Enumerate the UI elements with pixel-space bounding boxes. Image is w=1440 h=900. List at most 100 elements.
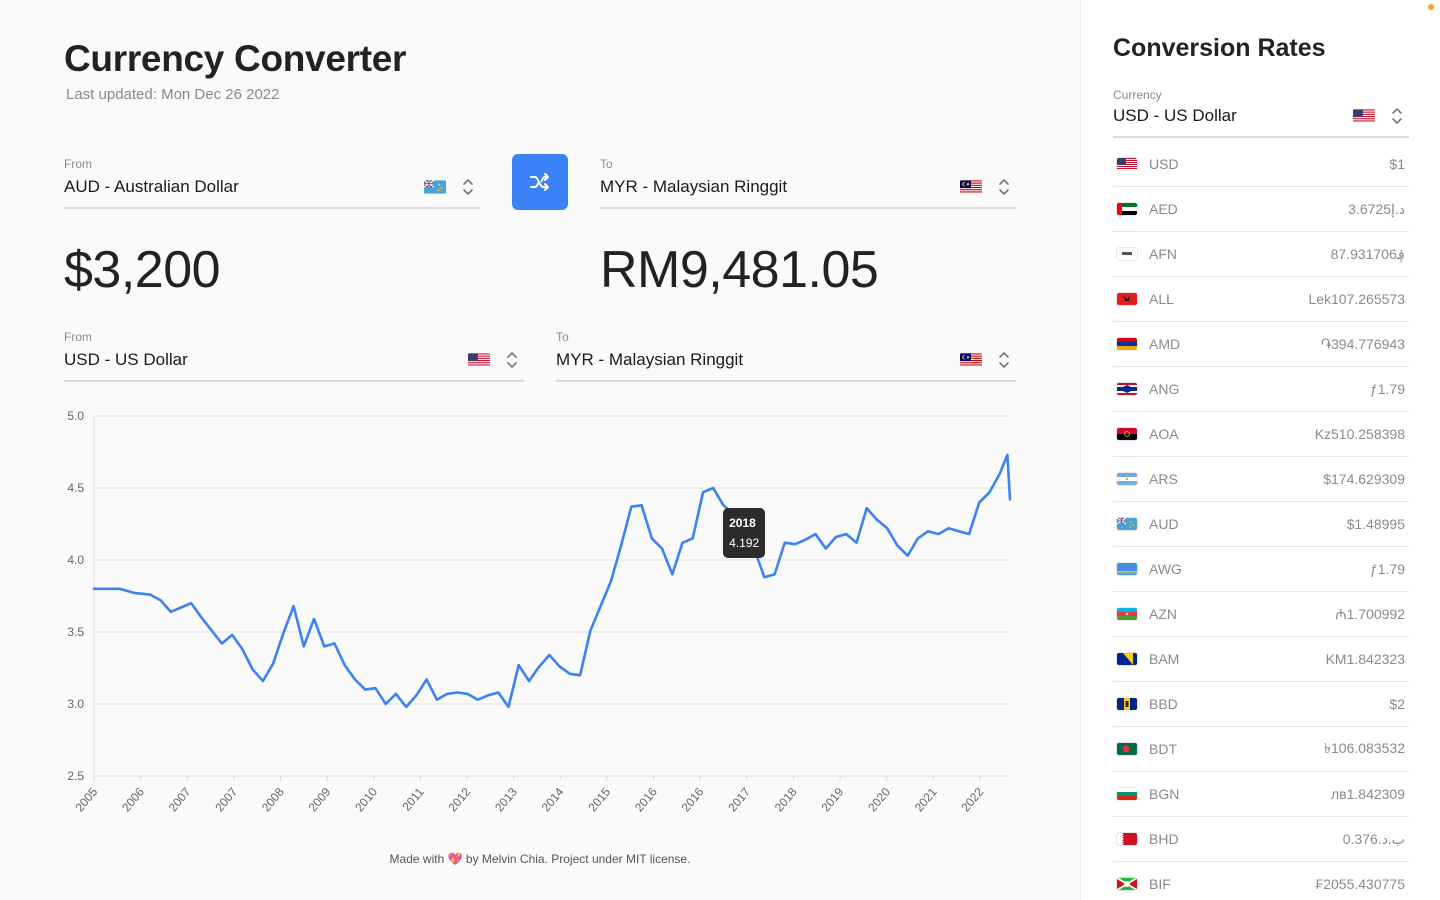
rate-value: $2 xyxy=(1389,696,1405,712)
rate-row: USD $1 xyxy=(1113,142,1409,187)
tooltip-x: 2018 xyxy=(729,516,756,531)
bgn-flag-icon xyxy=(1117,788,1137,800)
bdt-flag-icon xyxy=(1117,743,1137,755)
series-line xyxy=(92,453,1012,709)
history-to-select[interactable]: To MYR - Malaysian Ringgit xyxy=(556,326,1016,382)
aoa-flag-icon xyxy=(1117,428,1137,440)
y-tick-label: 3.0 xyxy=(67,697,84,711)
x-tick-label: 2016 xyxy=(679,785,707,815)
sidebar-currency-value: USD - US Dollar xyxy=(1113,106,1237,125)
rate-row: ALL Lek107.265573 xyxy=(1113,277,1409,322)
ars-flag-icon xyxy=(1117,473,1137,485)
from-amount-input[interactable]: $3,200 xyxy=(64,241,221,299)
rate-value: ƒ1.79 xyxy=(1369,561,1405,577)
rate-code: BHD xyxy=(1149,831,1179,847)
tooltip-y: 4.192 xyxy=(729,536,760,551)
bbd-flag-icon xyxy=(1117,698,1137,710)
history-to-label: To xyxy=(556,330,569,344)
x-tick-label: 2016 xyxy=(632,785,660,815)
awg-flag-icon xyxy=(1117,563,1137,575)
swap-button[interactable] xyxy=(512,154,568,210)
rate-code: ANG xyxy=(1149,381,1180,397)
rate-code: AWG xyxy=(1149,561,1182,577)
usa-flag-icon xyxy=(1117,158,1137,170)
chevron-updown-icon[interactable] xyxy=(997,348,1011,372)
usa-flag-icon xyxy=(1353,109,1375,123)
rate-row: BAM KM1.842323 xyxy=(1113,637,1409,682)
x-tick-label: 2017 xyxy=(725,785,753,815)
rate-row: BDT ৳106.083532 xyxy=(1113,727,1409,772)
heart-icon: 💖 xyxy=(447,852,463,866)
status-dot xyxy=(1428,4,1434,10)
x-tick-label: 2007 xyxy=(166,785,194,815)
rate-code: AOA xyxy=(1149,426,1179,442)
rate-value: Kz510.258398 xyxy=(1314,426,1405,442)
exchange-rate-chart[interactable]: 5.0 4.5 4.0 3.5 3.0 2.5 2005 2006 2007 2007 2008 20… xyxy=(50,400,1040,840)
all-flag-icon xyxy=(1117,293,1137,305)
x-tick-label: 2015 xyxy=(585,785,613,815)
rate-code: BBD xyxy=(1149,696,1178,712)
usa-flag-icon xyxy=(468,353,490,367)
sidebar-currency-select[interactable]: Currency USD - US Dollar xyxy=(1113,84,1409,138)
y-tick-label: 4.5 xyxy=(67,481,84,495)
rate-value: $1.48995 xyxy=(1346,516,1405,532)
history-from-value: USD - US Dollar xyxy=(64,350,188,369)
converter-to-select[interactable]: To MYR - Malaysian Ringgit xyxy=(600,153,1016,209)
rate-row: AOA Kz510.258398 xyxy=(1113,412,1409,457)
converter-from-select[interactable]: From AUD - Australian Dollar xyxy=(64,153,480,209)
history-from-label: From xyxy=(64,330,92,344)
main-panel: Currency Converter Last updated: Mon Dec… xyxy=(50,38,1040,866)
x-tick-label: 2006 xyxy=(119,785,147,815)
rate-value: ֏394.776943 xyxy=(1320,335,1405,352)
bam-flag-icon xyxy=(1117,653,1137,665)
chevron-updown-icon[interactable] xyxy=(461,175,475,199)
rate-value: ₼1.700992 xyxy=(1335,605,1405,622)
rate-value: лв1.842309 xyxy=(1331,786,1405,802)
rate-value: KM1.842323 xyxy=(1325,651,1405,667)
malaysia-flag-icon xyxy=(960,353,982,367)
sidebar-currency-label: Currency xyxy=(1113,88,1162,102)
to-amount-output: RM9,481.05 xyxy=(600,241,879,299)
converter-to-label: To xyxy=(600,157,613,171)
rate-code: AED xyxy=(1149,201,1178,217)
x-tick-label: 2013 xyxy=(492,785,520,815)
rate-row: AFN 87.931706؋ xyxy=(1113,232,1409,277)
rate-row: BHD 0.376.ب.د xyxy=(1113,817,1409,862)
rate-code: BAM xyxy=(1149,651,1180,667)
sidebar-title: Conversion Rates xyxy=(1113,34,1326,62)
history-from-select[interactable]: From USD - US Dollar xyxy=(64,326,524,382)
rate-row: AED 3.6725د.إ xyxy=(1113,187,1409,232)
chevron-updown-icon[interactable] xyxy=(505,348,519,372)
rate-code: BIF xyxy=(1149,876,1171,892)
rate-code: AFN xyxy=(1149,246,1177,262)
rate-code: USD xyxy=(1149,156,1179,172)
afn-flag-icon xyxy=(1117,248,1137,260)
chevron-updown-icon[interactable] xyxy=(1390,104,1404,128)
rate-value: 0.376.ب.د xyxy=(1342,830,1405,847)
x-tick-label: 2020 xyxy=(865,785,893,815)
rate-value: ₣2055.430775 xyxy=(1315,876,1405,892)
rate-code: ALL xyxy=(1149,291,1174,307)
chart-tooltip: 2018 4.192 xyxy=(723,508,766,559)
rate-value: $174.629309 xyxy=(1323,471,1405,487)
rate-code: AMD xyxy=(1149,336,1181,352)
shuffle-icon xyxy=(530,173,549,191)
y-tick-label: 5.0 xyxy=(67,409,84,423)
x-tick-label: 2018 xyxy=(772,785,800,815)
rate-row: ANG ƒ1.79 xyxy=(1113,367,1409,412)
x-tick-label: 2021 xyxy=(912,785,940,815)
rate-code: BDT xyxy=(1149,741,1177,757)
chevron-updown-icon[interactable] xyxy=(997,175,1011,199)
australia-flag-icon xyxy=(424,180,446,194)
rate-row: BIF ₣2055.430775 xyxy=(1113,862,1409,900)
page-title: Currency Converter xyxy=(64,38,407,79)
malaysia-flag-icon xyxy=(960,180,982,194)
y-tick-label: 4.0 xyxy=(67,553,84,567)
x-tick-label: 2014 xyxy=(539,785,567,815)
bhd-flag-icon xyxy=(1117,833,1137,845)
rate-row: BBD $2 xyxy=(1113,682,1409,727)
converter-to-value: MYR - Malaysian Ringgit xyxy=(600,177,788,196)
x-tick-label: 2019 xyxy=(819,785,847,815)
rate-code: ARS xyxy=(1149,471,1178,487)
x-tick-label: 2005 xyxy=(72,785,100,815)
